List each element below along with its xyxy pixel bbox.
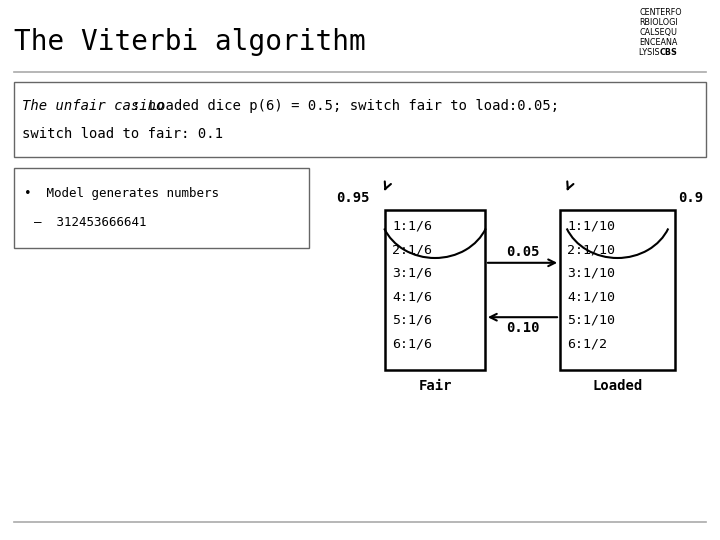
Text: –  312453666641: – 312453666641	[34, 217, 146, 230]
Text: CBS: CBS	[660, 48, 678, 57]
Text: ENCEANA: ENCEANA	[639, 38, 678, 47]
Text: 0.05: 0.05	[505, 245, 539, 259]
Text: 2:1/6: 2:1/6	[392, 243, 432, 256]
Text: The Viterbi algorithm: The Viterbi algorithm	[14, 28, 366, 56]
FancyBboxPatch shape	[560, 210, 675, 370]
Text: 5:1/6: 5:1/6	[392, 314, 432, 327]
Text: 0.9: 0.9	[678, 191, 703, 205]
Text: CALSEQU: CALSEQU	[639, 28, 677, 37]
Text: CENTERFO: CENTERFO	[639, 8, 682, 17]
Text: 6:1/2: 6:1/2	[567, 337, 607, 350]
Text: 0.10: 0.10	[505, 321, 539, 335]
Text: 5:1/10: 5:1/10	[567, 314, 615, 327]
FancyBboxPatch shape	[385, 210, 485, 370]
Text: Loaded: Loaded	[593, 379, 643, 393]
Text: 0.95: 0.95	[336, 191, 370, 205]
FancyBboxPatch shape	[14, 168, 309, 248]
Text: 4:1/10: 4:1/10	[567, 290, 615, 303]
Text: RBIOLOGI: RBIOLOGI	[639, 18, 678, 27]
Text: 3:1/10: 3:1/10	[567, 267, 615, 280]
Text: 4:1/6: 4:1/6	[392, 290, 432, 303]
Text: The unfair casino: The unfair casino	[22, 99, 164, 113]
Text: Fair: Fair	[418, 379, 451, 393]
Text: : Loaded dice p(6) = 0.5; switch fair to load:0.05;: : Loaded dice p(6) = 0.5; switch fair to…	[132, 99, 559, 113]
Text: LYSIS: LYSIS	[639, 48, 662, 57]
Text: switch load to fair: 0.1: switch load to fair: 0.1	[22, 127, 223, 141]
Text: •  Model generates numbers: • Model generates numbers	[24, 186, 219, 199]
Text: 1:1/10: 1:1/10	[567, 219, 615, 233]
FancyBboxPatch shape	[14, 82, 706, 157]
Text: 2:1/10: 2:1/10	[567, 243, 615, 256]
Text: 1:1/6: 1:1/6	[392, 219, 432, 233]
Text: 3:1/6: 3:1/6	[392, 267, 432, 280]
Text: 6:1/6: 6:1/6	[392, 337, 432, 350]
